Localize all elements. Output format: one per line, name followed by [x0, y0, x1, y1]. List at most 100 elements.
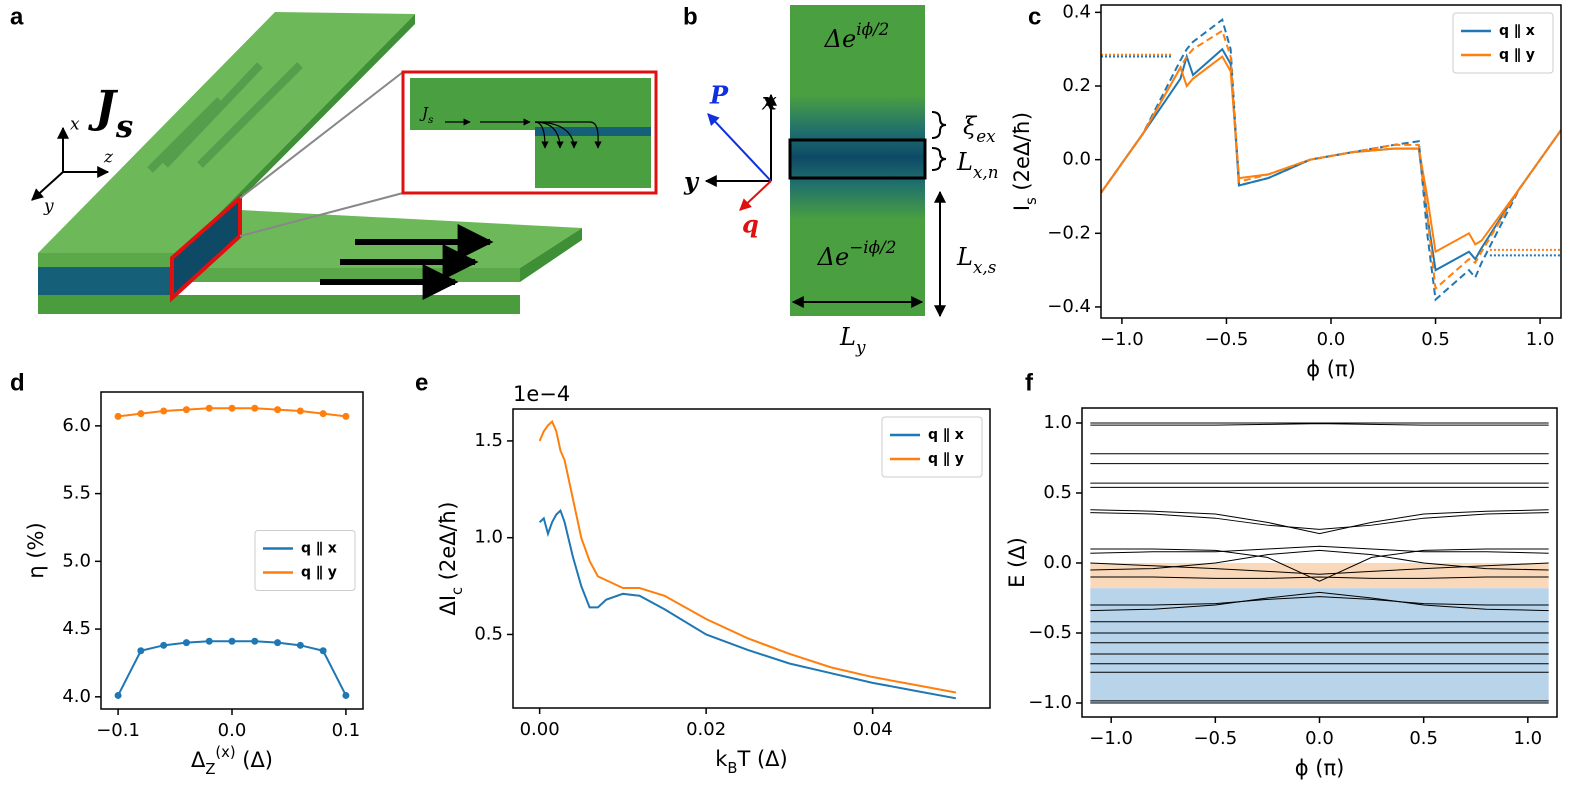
x-axis-label: ϕ (π) [1295, 756, 1345, 780]
series-line [1090, 548, 1549, 582]
lower-slab-side [520, 228, 582, 282]
data-point [205, 404, 213, 412]
x-tick-label: 0.5 [1421, 329, 1450, 350]
axis-x: x [70, 115, 80, 135]
y-tick-label: −1.0 [1028, 692, 1072, 713]
axis-y: y [43, 197, 54, 217]
x-tick-label: 1.0 [1514, 728, 1543, 749]
barrier-front [38, 267, 178, 295]
y-tick-label: 6.0 [62, 415, 91, 436]
inset-bottom [535, 130, 651, 188]
y-tick-label: 5.0 [62, 550, 91, 571]
x-tick-label: −1.0 [1100, 329, 1144, 350]
exchange-region [790, 95, 925, 220]
series-line [1090, 576, 1549, 579]
y-tick-label: −0.5 [1028, 622, 1072, 643]
panel-b: b Δeiϕ/2 Δe−iϕ/2 x y P q ξex Lx,n Lx,s L… [683, 3, 999, 356]
axis-y: y [683, 167, 700, 196]
series-line [1090, 591, 1549, 612]
series-line [117, 640, 347, 696]
series-line [1090, 423, 1549, 426]
top-gap: Δeiϕ/2 [824, 19, 890, 53]
series-line [1090, 545, 1549, 554]
series-line [1101, 47, 1561, 272]
panel-a: a Js x z y Js [10, 3, 658, 314]
x-axis-label: ΔZ(x) (Δ) [191, 744, 273, 778]
x-tick-label: −0.1 [96, 720, 140, 741]
data-point [160, 407, 168, 415]
xi-label: ξex [963, 112, 996, 146]
x-tick-label: 1.0 [1526, 329, 1555, 350]
p-label: P [709, 81, 729, 110]
zoom-line [239, 192, 404, 237]
data-point [160, 641, 168, 649]
data-point [137, 410, 145, 418]
axis-z: z [103, 148, 114, 168]
data-point [274, 639, 282, 647]
panel-label: c [1028, 3, 1041, 30]
y-tick-label: 0.5 [474, 623, 503, 644]
axes-triad [31, 126, 110, 201]
y-axis-label: η (%) [24, 522, 48, 578]
axes-frame [100, 391, 364, 710]
p-arrow [707, 113, 772, 182]
x-tick-label: −0.5 [1193, 728, 1237, 749]
x-axis-label: kBT (Δ) [715, 747, 788, 777]
normal-region [788, 138, 927, 180]
y-axis-label: ΔIc (2eΔ/ħ) [436, 501, 466, 615]
y-axis-label: Is (2eΔ/ħ) [1010, 112, 1040, 211]
data-point [114, 412, 122, 420]
legend-label: q ∥ y [928, 451, 964, 467]
y-tick-label: 0.5 [1043, 482, 1072, 503]
data-point [205, 637, 213, 645]
series-line [1090, 596, 1549, 606]
data-point [251, 404, 259, 412]
brace [931, 111, 947, 139]
data-point [274, 406, 282, 414]
x-tick-label: 0.0 [218, 720, 247, 741]
data-point [182, 406, 190, 414]
panel-label: d [10, 369, 25, 396]
data-point [137, 647, 145, 655]
shaded-band [1090, 562, 1549, 589]
series-line [1090, 512, 1549, 530]
x-tick-label: 0.0 [1305, 728, 1334, 749]
x-tick-label: −0.5 [1205, 329, 1249, 350]
data-point [319, 647, 327, 655]
legend-box [254, 530, 356, 591]
y-tick-label: 1.0 [1043, 412, 1072, 433]
data-point [296, 641, 304, 649]
q-label: q [742, 210, 759, 239]
axes-frame [512, 408, 991, 709]
brace [931, 147, 947, 171]
axes-frame [1100, 4, 1562, 319]
panel-label: e [415, 369, 428, 396]
data-point [251, 637, 259, 645]
series-line [1090, 509, 1549, 535]
data-point [114, 691, 122, 699]
ly-label: Ly [839, 323, 866, 357]
y-tick-label: −0.4 [1047, 296, 1091, 317]
shaded-band [1090, 588, 1549, 703]
legend-label: q ∥ x [301, 541, 337, 557]
q-arrow [739, 180, 772, 211]
x-tick-label: 0.02 [686, 719, 726, 740]
y-tick-label: 5.5 [62, 483, 91, 504]
data-point [182, 639, 190, 647]
series-line [1101, 29, 1561, 291]
zoom-line [239, 71, 404, 199]
panel-label: b [683, 3, 698, 30]
plot-area [538, 419, 957, 700]
panel-label: a [10, 3, 24, 30]
y-tick-label: 0.2 [1062, 75, 1091, 96]
lxs-label: Lx,s [956, 243, 997, 277]
bottom-gap: Δe−iϕ/2 [817, 237, 897, 271]
offset-text: 1e−4 [513, 382, 570, 406]
data-point [296, 407, 304, 415]
y-tick-label: 4.0 [62, 686, 91, 707]
inset-arrows [445, 118, 602, 149]
inset-barrier [535, 127, 651, 136]
axes-frame [1081, 407, 1558, 718]
y-tick-label: 0.0 [1062, 149, 1091, 170]
